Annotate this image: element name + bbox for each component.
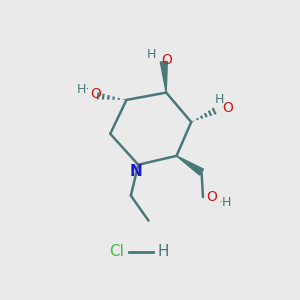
Text: O: O [161,53,172,67]
Text: O: O [222,101,233,115]
Text: H: H [214,93,224,106]
Text: H: H [147,48,156,61]
Text: H: H [158,244,169,259]
Text: O: O [91,87,102,101]
Text: O: O [206,190,217,204]
Text: ·H: ·H [218,196,232,209]
Polygon shape [160,61,167,93]
Text: Cl: Cl [109,244,124,259]
Polygon shape [176,156,203,175]
Text: N: N [130,164,142,179]
Text: H·: H· [76,82,90,95]
